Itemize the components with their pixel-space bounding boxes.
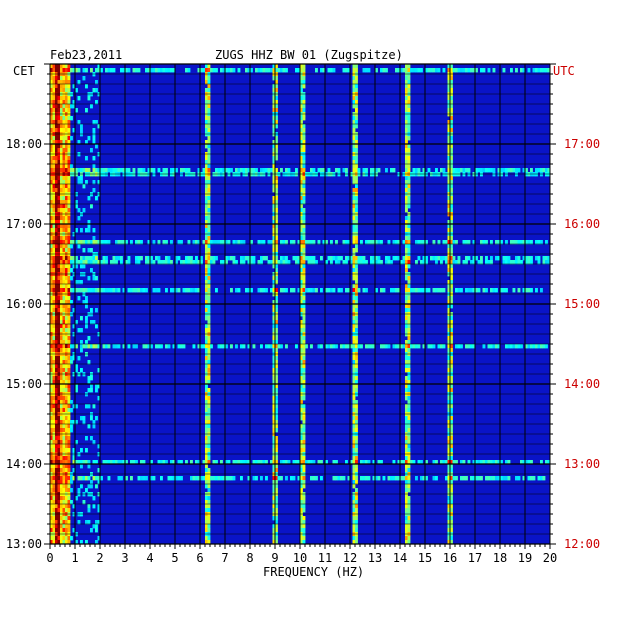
right-time-label: 17:00	[564, 137, 600, 151]
left-time-label: 13:00	[6, 537, 42, 551]
x-tick-label: 15	[418, 551, 432, 565]
left-time-label: 17:00	[6, 217, 42, 231]
right-time-label: 15:00	[564, 297, 600, 311]
x-tick-label: 8	[246, 551, 253, 565]
x-tick-label: 4	[146, 551, 153, 565]
x-tick-label: 14	[393, 551, 407, 565]
chart-title: ZUGS HHZ BW 01 (Zugspitze)	[215, 48, 403, 62]
x-tick-label: 1	[71, 551, 78, 565]
right-time-label: 14:00	[564, 377, 600, 391]
x-tick-label: 16	[443, 551, 457, 565]
x-tick-label: 9	[271, 551, 278, 565]
x-tick-label: 17	[468, 551, 482, 565]
left-time-label: 16:00	[6, 297, 42, 311]
left-time-label: 14:00	[6, 457, 42, 471]
grid-lines	[49, 63, 551, 545]
left-axis-title: CET	[13, 64, 35, 78]
x-tick-label: 19	[518, 551, 532, 565]
left-time-label: 15:00	[6, 377, 42, 391]
x-tick-label: 13	[368, 551, 382, 565]
x-tick-label: 0	[46, 551, 53, 565]
x-tick-label: 20	[543, 551, 557, 565]
left-time-label: 18:00	[6, 137, 42, 151]
x-tick-label: 6	[196, 551, 203, 565]
x-tick-label: 2	[96, 551, 103, 565]
x-tick-label: 12	[343, 551, 357, 565]
date-label: Feb23,2011	[50, 48, 122, 62]
right-time-label: 13:00	[564, 457, 600, 471]
x-axis-label: FREQUENCY (HZ)	[263, 565, 364, 579]
right-axis-title: UTC	[553, 64, 575, 78]
right-time-label: 16:00	[564, 217, 600, 231]
x-tick-label: 3	[121, 551, 128, 565]
x-tick-labels: 0 1 2 3 4 5 6 7 8 9 10 11 12 13 14 15 16 17 18 19 20	[46, 551, 557, 565]
right-time-tick-labels: 17:00 16:00 15:00 14:00 13:00 12:00	[564, 137, 600, 551]
x-tick-label: 5	[171, 551, 178, 565]
axes	[44, 63, 556, 549]
x-tick-label: 7	[221, 551, 228, 565]
x-tick-label: 18	[493, 551, 507, 565]
x-tick-label: 10	[293, 551, 307, 565]
left-time-tick-labels: 18:00 17:00 16:00 15:00 14:00 13:00	[6, 137, 42, 551]
right-time-label: 12:00	[564, 537, 600, 551]
x-tick-label: 11	[318, 551, 332, 565]
